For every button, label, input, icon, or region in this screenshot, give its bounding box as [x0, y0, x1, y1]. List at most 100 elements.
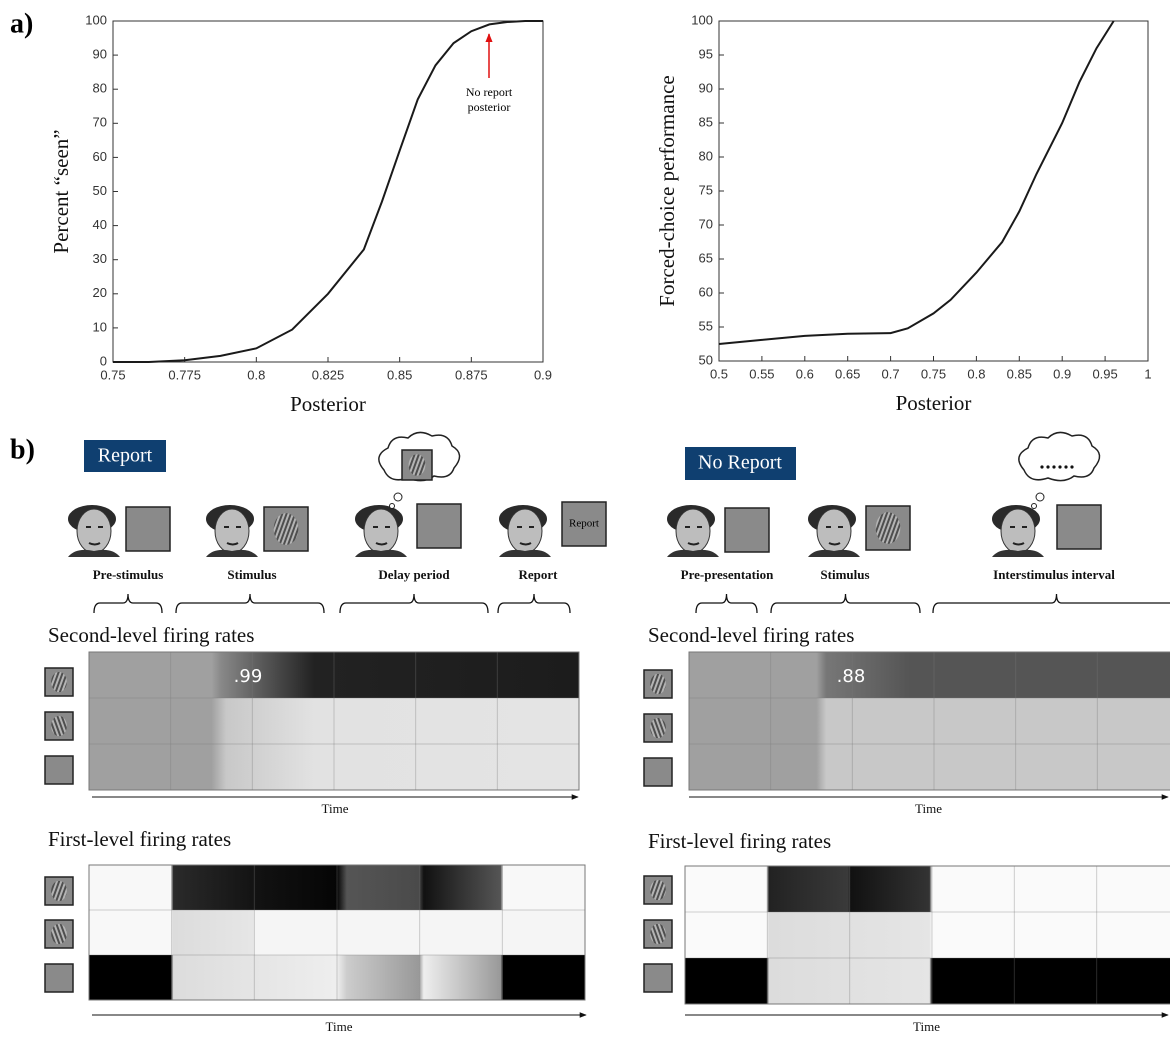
face — [363, 508, 399, 554]
grating — [51, 671, 67, 693]
thought-ellipsis — [1064, 465, 1068, 469]
phase-label: Stimulus — [820, 567, 869, 582]
stimulus-icon — [643, 963, 673, 993]
stimulus-icon — [44, 755, 74, 785]
thought-ellipsis — [1052, 465, 1056, 469]
grating — [650, 717, 666, 739]
grating — [650, 923, 666, 945]
annotation: posterior — [468, 100, 511, 114]
face-features — [86, 526, 103, 546]
heatmap-row — [685, 866, 1170, 913]
face-features — [373, 526, 390, 546]
phase-label: Delay period — [378, 567, 450, 582]
face-shoulders — [992, 549, 1044, 557]
face — [675, 508, 711, 554]
thought-dot — [389, 503, 395, 509]
face-features — [1010, 526, 1027, 546]
face-features — [685, 526, 702, 546]
data-line — [718, 20, 1115, 345]
face — [214, 508, 250, 554]
heatmap-frame — [88, 651, 580, 791]
x-tick-label: 0.8 — [247, 367, 265, 382]
y-tick-label: 90 — [93, 47, 107, 62]
peak-label: .99 — [234, 666, 263, 687]
x-tick-label: 0.65 — [835, 366, 860, 381]
y-tick-label: 80 — [699, 148, 713, 163]
y-tick-label: 50 — [93, 183, 107, 198]
y-tick-label: 55 — [699, 318, 713, 333]
x-tick-label: 0.85 — [387, 367, 412, 382]
y-tick-label: 75 — [699, 182, 713, 197]
face-features — [517, 526, 534, 546]
y-tick-label: 10 — [93, 319, 107, 334]
x-tick-label: 0.95 — [1092, 366, 1117, 381]
report-screen — [561, 501, 607, 547]
condition-tag — [685, 447, 796, 480]
x-axis-label: Posterior — [896, 391, 972, 415]
x-tick-label: 0.775 — [168, 367, 201, 382]
heatmap-frame — [688, 651, 1170, 791]
y-tick-label: 40 — [93, 217, 107, 232]
x-axis-label: Posterior — [290, 392, 366, 416]
brace — [932, 593, 1170, 614]
condition-tag — [84, 440, 166, 472]
x-tick-label: 0.7 — [882, 366, 900, 381]
heatmap-row — [89, 698, 579, 745]
x-tick-label: 0.5 — [710, 366, 728, 381]
x-tick-label: 0.75 — [921, 366, 946, 381]
grating — [273, 513, 299, 545]
thought-ellipsis — [1040, 465, 1044, 469]
phase-label: Interstimulus interval — [993, 567, 1115, 582]
section-title: First-level firing rates — [48, 827, 231, 851]
face-shoulders — [355, 549, 407, 557]
grating — [51, 880, 67, 902]
y-tick-label: 30 — [93, 251, 107, 266]
y-tick-label: 80 — [93, 81, 107, 96]
panel-label: a) — [10, 8, 33, 39]
y-tick-label: 95 — [699, 46, 713, 61]
phase-label: Stimulus — [227, 567, 276, 582]
heatmap-row — [89, 865, 585, 911]
peak-label: .88 — [837, 666, 866, 687]
y-tick-label: 100 — [691, 12, 713, 27]
y-tick-label: 70 — [93, 115, 107, 130]
condition-tag-label: Report — [98, 445, 153, 467]
stimulus-icon — [724, 507, 770, 553]
grating — [650, 879, 666, 901]
phase-label: Report — [519, 567, 559, 582]
heatmap-row — [89, 744, 579, 791]
face-shoulders — [499, 549, 551, 557]
grating — [408, 454, 426, 476]
brace — [339, 593, 489, 614]
thought-dot — [1035, 492, 1045, 502]
phase-label: Pre-presentation — [681, 567, 774, 582]
grating — [650, 673, 666, 695]
x-tick-label: 0.8 — [967, 366, 985, 381]
time-label: Time — [915, 801, 942, 816]
thought-ellipsis — [1070, 465, 1074, 469]
thought-dot — [393, 492, 403, 502]
x-tick-label: 0.825 — [312, 367, 345, 382]
thought-dot — [1031, 503, 1037, 509]
y-tick-label: 0 — [100, 353, 107, 368]
heatmap-row — [689, 744, 1170, 791]
face — [507, 508, 543, 554]
stimulus-icon — [125, 506, 171, 552]
brace — [770, 593, 921, 614]
x-tick-label: 0.6 — [796, 366, 814, 381]
time-label: Time — [326, 1019, 353, 1034]
heatmap-row — [685, 958, 1170, 1005]
brace — [93, 593, 163, 614]
time-label: Time — [913, 1019, 940, 1034]
grating — [51, 715, 67, 737]
y-axis-label: Forced-choice performance — [655, 75, 679, 306]
heatmap-frame — [684, 865, 1170, 1005]
face-shoulders — [808, 549, 860, 557]
face — [1000, 508, 1036, 554]
face-features — [826, 526, 843, 546]
section-title: Second-level firing rates — [648, 623, 854, 647]
y-tick-label: 70 — [699, 216, 713, 231]
data-line — [113, 20, 543, 363]
plot-frame — [112, 20, 544, 363]
